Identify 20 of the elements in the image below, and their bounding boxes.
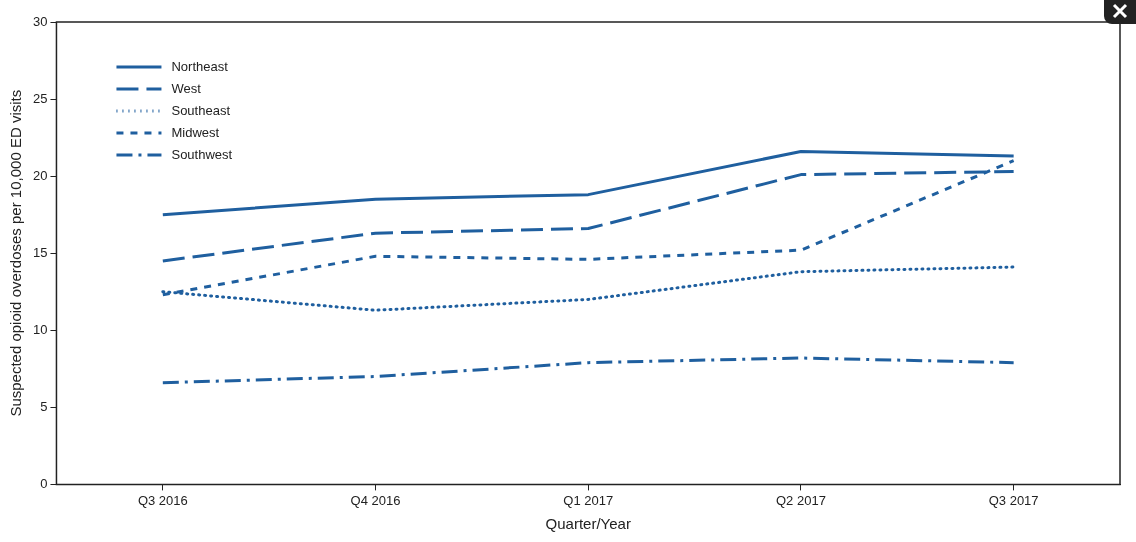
y-tick-label: 10 [32, 321, 48, 337]
x-tick-label: Q1 2017 [563, 492, 614, 508]
y-tick-label: 0 [40, 475, 48, 491]
y-tick-label: 25 [32, 90, 48, 106]
line-series [161, 356, 1016, 385]
y-tick-label: 20 [32, 167, 48, 183]
y-tick-label: 5 [40, 398, 48, 414]
y-tick-label: 15 [32, 244, 48, 260]
legend-label: West [171, 80, 202, 96]
y-axis-title: Suspected opioid overdoses per 10,000 ED visits [7, 89, 25, 417]
x-axis-title: Quarter/Year [545, 515, 631, 533]
legend-label: Southwest [171, 146, 233, 162]
x-tick-label: Q2 2017 [776, 492, 826, 508]
legend-label: Midwest [171, 124, 220, 140]
x-tick-label: Q3 2016 [137, 492, 188, 508]
x-tick-label: Q3 2017 [988, 492, 1039, 508]
legend-label: Northeast [171, 58, 229, 74]
y-tick-label: 30 [32, 13, 48, 29]
x-tick-label: Q4 2016 [350, 492, 401, 508]
legend-label: Southeast [171, 102, 231, 118]
